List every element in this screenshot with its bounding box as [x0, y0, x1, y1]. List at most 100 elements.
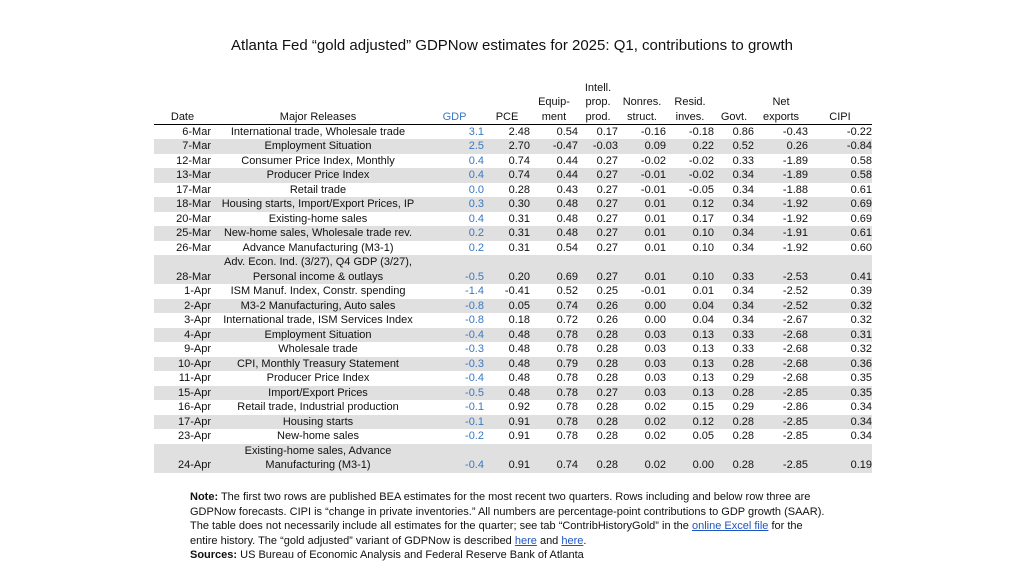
- table-cell-release: Existing-home sales: [268, 212, 368, 225]
- table-cell-release: Retail trade: [289, 183, 347, 196]
- table-cell-gdp: -0.1: [425, 414, 484, 430]
- table-cell-release: International trade, ISM Services Index: [223, 314, 413, 327]
- table-cell-intell-prop-prod: 0.27: [578, 168, 618, 183]
- table-cell-intell-prop-prod: 0.28: [578, 327, 618, 343]
- table-row: 20-Mar Existing-home sales 0.4 0.31 0.48 0.27…: [154, 212, 872, 227]
- table-cell-intell-prop-prod: 0.25: [596, 285, 618, 298]
- table-cell-release: Producer Price Index: [211, 168, 425, 183]
- table-cell-pce: 0.18: [508, 314, 530, 327]
- note-text: The first two rows are published BEA est…: [190, 491, 825, 533]
- table-cell-equipment: 0.78: [530, 327, 578, 343]
- table-cell-equipment: 0.78: [556, 401, 578, 414]
- table-cell-equipment: 0.54: [556, 241, 578, 254]
- table-cell-release: Import/Export Prices: [211, 385, 425, 401]
- table-cell-resid-inves: 0.15: [692, 401, 714, 414]
- table-cell-date: 3-Apr: [184, 314, 211, 327]
- table-cell-release: M3-2 Manufacturing, Auto sales: [211, 298, 425, 314]
- table-cell-nonres-struct: 0.02: [644, 401, 666, 414]
- table-cell-govt: 0.34: [714, 226, 754, 241]
- table-cell-resid-inves: 0.13: [666, 327, 714, 343]
- table-cell-pce: 0.91: [508, 430, 530, 443]
- table-cell-govt: 0.28: [732, 430, 754, 443]
- table-cell-pce: 0.91: [484, 414, 530, 430]
- table-cell-date: 1-Apr: [184, 285, 211, 298]
- table-cell-release: Retail trade, Industrial production: [237, 401, 399, 414]
- table-row: 10-Apr CPI, Monthly Treasury Statement -0.…: [154, 356, 872, 372]
- table-cell-govt: 0.34: [732, 285, 754, 298]
- table-cell-nonres-struct: 0.02: [644, 430, 666, 443]
- table-cell-net-exports: -2.85: [754, 443, 808, 473]
- table-row: 2-Apr M3-2 Manufacturing, Auto sales -0.8 0…: [154, 298, 872, 314]
- table-row: 17-Apr Housing starts -0.1 0.91 0.78 0.28 0.02…: [154, 414, 872, 430]
- table-cell-pce: 0.48: [484, 385, 530, 401]
- table-cell-date: 23-Apr: [177, 430, 211, 443]
- table-row: 23-Apr New-home sales -0.2 0.91 0.78 0.28 0.02…: [154, 429, 872, 444]
- table-cell-equipment: 0.79: [530, 356, 578, 372]
- table-cell-nonres-struct: 0.03: [618, 327, 666, 343]
- table-cell-net-exports: -2.86: [782, 401, 808, 414]
- table-cell-net-exports: -1.89: [782, 154, 808, 167]
- table-cell-govt: 0.34: [714, 168, 754, 183]
- table-cell-govt: 0.28: [714, 356, 754, 372]
- table-cell-date: 17-Apr: [154, 414, 211, 430]
- table-cell-cipi: 0.61: [808, 226, 872, 241]
- table-cell-pce: 0.91: [484, 443, 530, 473]
- table-cell-pce: 0.30: [484, 197, 530, 212]
- table-cell-release: Advance Manufacturing (M3-1): [242, 241, 394, 254]
- table-cell-equipment: 0.78: [530, 385, 578, 401]
- table-cell-date: 15-Apr: [154, 385, 211, 401]
- table-row: 7-Mar Employment Situation 2.5 2.70 -0.47 -0.…: [154, 139, 872, 154]
- table-row: 11-Apr Producer Price Index -0.4 0.48 0.78 0.…: [154, 371, 872, 386]
- table-cell-equipment: 0.52: [556, 285, 578, 298]
- table-cell-pce: 0.74: [508, 154, 530, 167]
- table-row: 28-Mar Adv. Econ. Ind. (3/27), Q4 GDP (3/…: [154, 255, 872, 285]
- table-cell-pce: 0.48: [484, 356, 530, 372]
- table-cell-cipi: 0.34: [850, 430, 872, 443]
- table-cell-net-exports: 0.26: [754, 139, 808, 154]
- table-cell-cipi: 0.35: [808, 385, 872, 401]
- table-cell-nonres-struct: -0.16: [640, 125, 666, 138]
- table-cell-intell-prop-prod: 0.26: [596, 314, 618, 327]
- table-cell-date: 24-Apr: [154, 443, 211, 473]
- table-cell-release: New-home sales, Wholesale trade rev.: [211, 226, 425, 241]
- table-cell-intell-prop-prod: -0.03: [578, 139, 618, 154]
- table-cell-release: International trade, Wholesale trade: [230, 125, 406, 138]
- table-cell-date: 12-Mar: [176, 154, 211, 167]
- table-cell-release: Producer Price Index: [266, 372, 370, 385]
- online-excel-file-link[interactable]: online Excel file: [691, 520, 769, 533]
- table-cell-resid-inves: 0.04: [692, 314, 714, 327]
- table-row: 26-Mar Advance Manufacturing (M3-1) 0.2 0.3…: [154, 241, 872, 256]
- table-cell-pce: 0.92: [508, 401, 530, 414]
- table-row: 15-Apr Import/Export Prices -0.5 0.48 0.78 0.…: [154, 385, 872, 401]
- table-cell-nonres-struct: 0.03: [618, 385, 666, 401]
- table-cell-govt: 0.34: [732, 183, 754, 196]
- col-header-gdp: GDP: [425, 81, 484, 125]
- table-cell-nonres-struct: -0.01: [640, 183, 666, 196]
- table-cell-cipi: 0.36: [808, 356, 872, 372]
- table-cell-net-exports: -2.85: [754, 414, 808, 430]
- table-cell-gdp: -0.3: [465, 343, 484, 356]
- table-cell-gdp: -0.8: [465, 314, 484, 327]
- table-row: 18-Mar Housing starts, Import/Export Pric…: [154, 197, 872, 212]
- table-cell-date: 6-Mar: [182, 125, 211, 138]
- here-link-2[interactable]: here: [561, 534, 584, 547]
- table-cell-pce: 0.28: [508, 183, 530, 196]
- table-cell-gdp: -0.5: [425, 255, 484, 285]
- table-cell-equipment: 0.48: [556, 212, 578, 225]
- table-cell-pce: 0.20: [484, 255, 530, 285]
- table-cell-nonres-struct: 0.03: [644, 343, 666, 356]
- table-cell-pce: 0.31: [484, 226, 530, 241]
- table-cell-intell-prop-prod: 0.28: [596, 372, 618, 385]
- table-cell-resid-inves: 0.00: [666, 443, 714, 473]
- col-header-major-releases: Major Releases: [211, 81, 425, 125]
- table-cell-gdp: -0.8: [425, 298, 484, 314]
- table-cell-equipment: 0.44: [556, 154, 578, 167]
- table-row: 16-Apr Retail trade, Industrial productio…: [154, 400, 872, 415]
- table-cell-pce: -0.41: [504, 285, 530, 298]
- table-cell-cipi: -0.84: [808, 139, 872, 154]
- note-label: Note:: [190, 491, 219, 503]
- table-cell-nonres-struct: -0.02: [640, 154, 666, 167]
- table-cell-resid-inves: 0.12: [666, 197, 714, 212]
- here-link-1[interactable]: here: [514, 534, 537, 547]
- col-header-resid-inves: Resid. inves.: [666, 81, 714, 125]
